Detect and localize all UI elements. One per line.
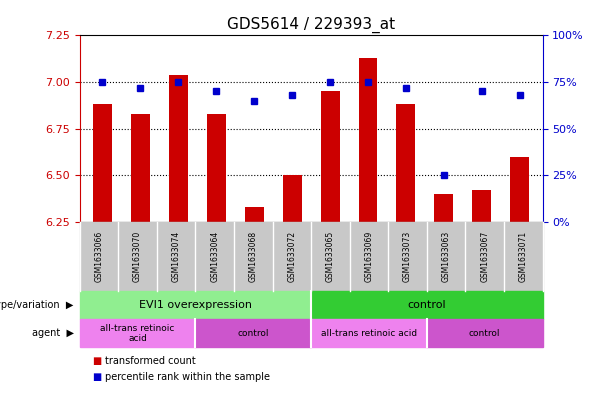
Bar: [397, 105, 416, 222]
Text: control: control: [237, 329, 269, 338]
Bar: [321, 91, 340, 222]
Text: GSM1633067: GSM1633067: [480, 231, 489, 282]
Text: GSM1633064: GSM1633064: [210, 231, 219, 282]
Text: GSM1633069: GSM1633069: [365, 231, 373, 282]
Bar: [207, 114, 226, 222]
Text: GSM1633068: GSM1633068: [249, 231, 257, 282]
Text: transformed count: transformed count: [105, 356, 196, 366]
Bar: [245, 207, 264, 222]
Text: all-trans retinoic acid: all-trans retinoic acid: [321, 329, 417, 338]
Text: ■: ■: [92, 372, 101, 382]
Bar: [131, 114, 150, 222]
Bar: [435, 194, 454, 222]
Bar: [169, 75, 188, 222]
Text: genotype/variation  ▶: genotype/variation ▶: [0, 300, 74, 310]
Bar: [510, 157, 529, 222]
Bar: [473, 190, 491, 222]
Text: percentile rank within the sample: percentile rank within the sample: [105, 372, 270, 382]
Bar: [359, 58, 378, 222]
Text: agent  ▶: agent ▶: [31, 328, 74, 338]
Text: GSM1633073: GSM1633073: [403, 231, 412, 282]
Text: control: control: [408, 300, 446, 310]
Title: GDS5614 / 229393_at: GDS5614 / 229393_at: [227, 17, 395, 33]
Bar: [283, 175, 302, 222]
Text: GSM1633071: GSM1633071: [519, 231, 528, 282]
Bar: [93, 105, 112, 222]
Text: GSM1633065: GSM1633065: [326, 231, 335, 282]
Text: GSM1633072: GSM1633072: [287, 231, 296, 282]
Text: GSM1633066: GSM1633066: [94, 231, 104, 282]
Text: GSM1633063: GSM1633063: [441, 231, 451, 282]
Text: GSM1633074: GSM1633074: [172, 231, 181, 282]
Text: EVI1 overexpression: EVI1 overexpression: [139, 300, 252, 310]
Text: GSM1633070: GSM1633070: [133, 231, 142, 282]
Text: control: control: [469, 329, 500, 338]
Text: all-trans retinoic
acid: all-trans retinoic acid: [101, 323, 175, 343]
Text: ■: ■: [92, 356, 101, 366]
